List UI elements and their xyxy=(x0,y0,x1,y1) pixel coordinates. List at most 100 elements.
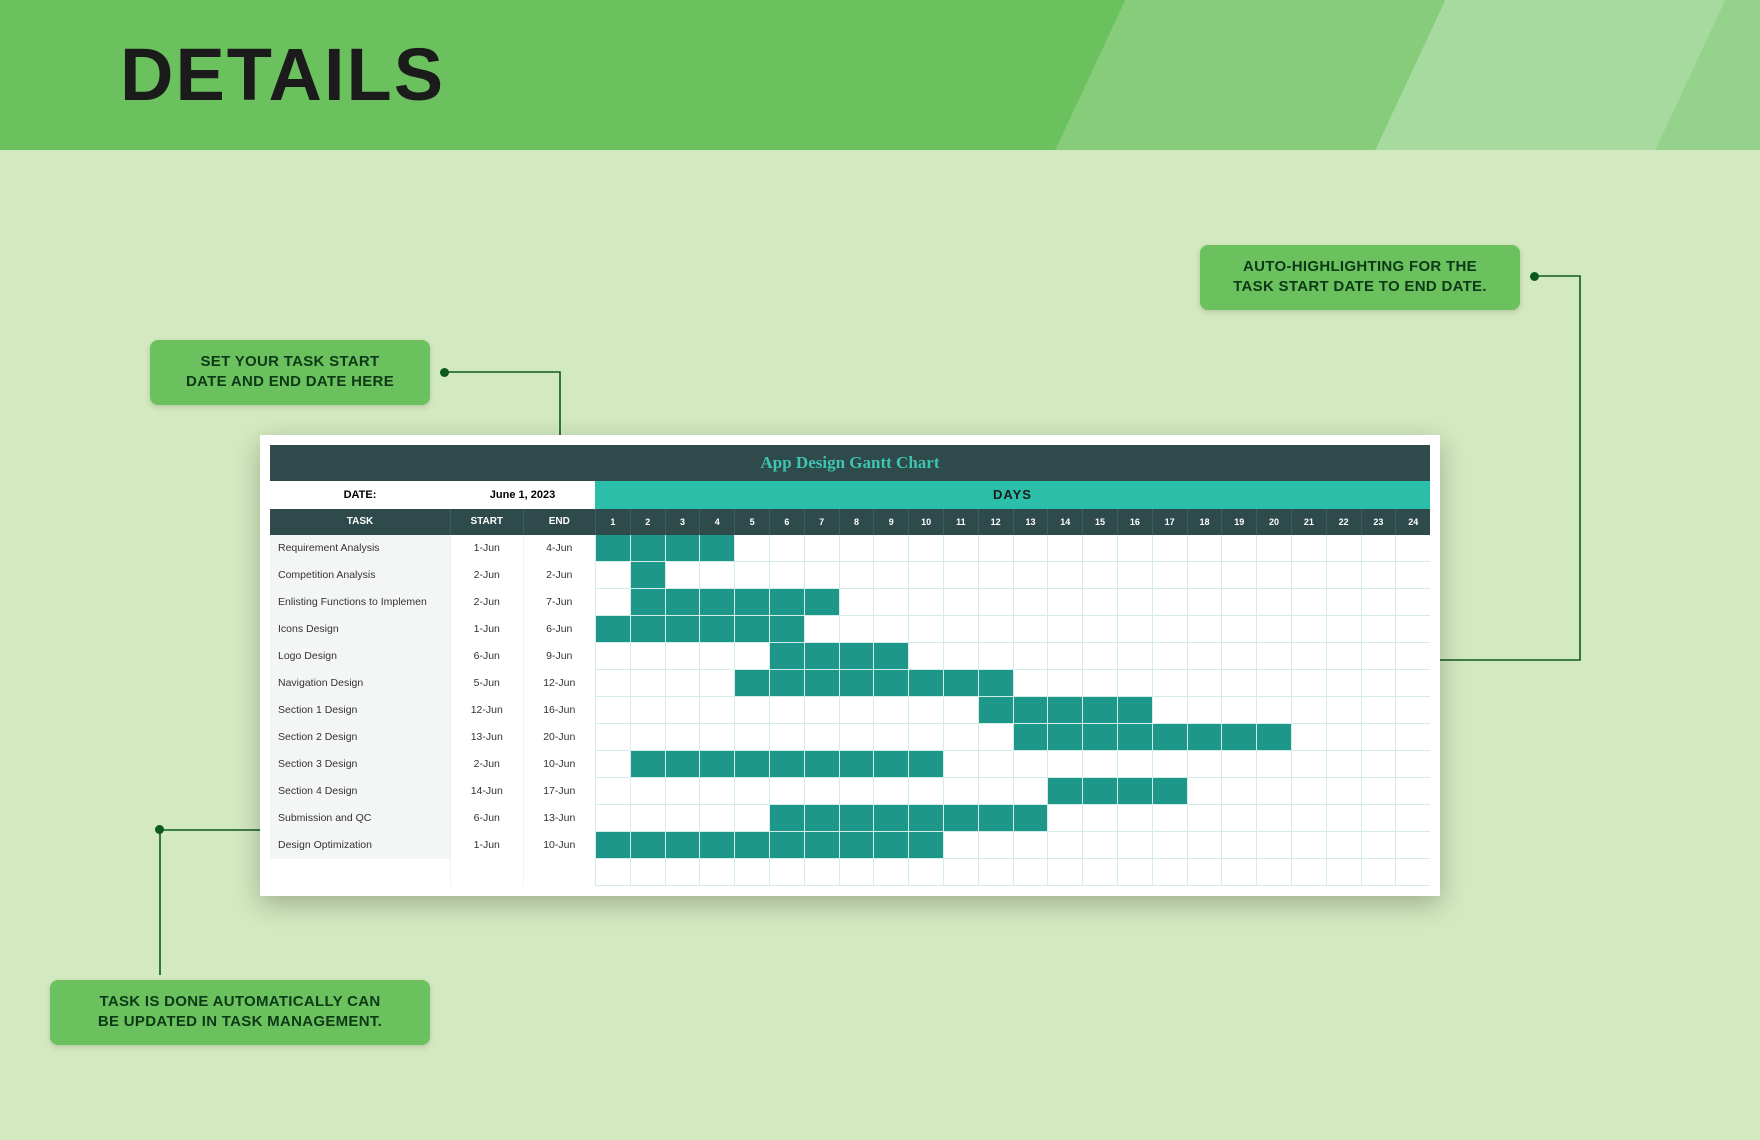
gantt-cell xyxy=(595,616,630,643)
task-end[interactable]: 17-Jun xyxy=(523,778,596,805)
gantt-cell xyxy=(769,859,804,886)
task-row-empty xyxy=(270,859,1430,886)
task-start[interactable]: 2-Jun xyxy=(450,751,523,778)
task-start[interactable]: 14-Jun xyxy=(450,778,523,805)
task-start[interactable]: 6-Jun xyxy=(450,643,523,670)
gantt-cell xyxy=(873,535,908,562)
gantt-cell xyxy=(1013,616,1048,643)
gantt-cell xyxy=(1082,670,1117,697)
task-start[interactable]: 6-Jun xyxy=(450,805,523,832)
task-end[interactable]: 10-Jun xyxy=(523,832,596,859)
task-row: Submission and QC6-Jun13-Jun xyxy=(270,805,1430,832)
task-end[interactable]: 16-Jun xyxy=(523,697,596,724)
gantt-cell xyxy=(1047,670,1082,697)
task-name[interactable]: Navigation Design xyxy=(270,670,450,697)
task-end[interactable]: 10-Jun xyxy=(523,751,596,778)
task-start[interactable]: 13-Jun xyxy=(450,724,523,751)
task-start[interactable]: 5-Jun xyxy=(450,670,523,697)
gantt-cell xyxy=(1047,643,1082,670)
gantt-cell xyxy=(630,805,665,832)
gantt-cell xyxy=(873,805,908,832)
gantt-cell xyxy=(1256,832,1291,859)
gantt-cell xyxy=(699,832,734,859)
gantt-cell xyxy=(1117,616,1152,643)
gantt-cell xyxy=(978,589,1013,616)
gantt-cell xyxy=(1326,535,1361,562)
page-title: DETAILS xyxy=(120,32,445,117)
gantt-cell xyxy=(873,832,908,859)
gantt-cell xyxy=(1117,697,1152,724)
gantt-cell xyxy=(1117,643,1152,670)
gantt-cell xyxy=(1361,535,1396,562)
task-start[interactable]: 2-Jun xyxy=(450,562,523,589)
task-name[interactable]: Icons Design xyxy=(270,616,450,643)
gantt-cell xyxy=(804,535,839,562)
task-end[interactable]: 12-Jun xyxy=(523,670,596,697)
task-end[interactable]: 13-Jun xyxy=(523,805,596,832)
gantt-cell xyxy=(1326,778,1361,805)
day-header-11: 11 xyxy=(943,509,978,535)
gantt-cell xyxy=(978,832,1013,859)
gantt-cell xyxy=(908,562,943,589)
gantt-cell xyxy=(1047,616,1082,643)
gantt-cell xyxy=(665,832,700,859)
task-start[interactable]: 1-Jun xyxy=(450,832,523,859)
task-end[interactable]: 4-Jun xyxy=(523,535,596,562)
date-label: DATE: xyxy=(270,481,450,509)
gantt-cell xyxy=(873,778,908,805)
gantt-cell xyxy=(943,697,978,724)
gantt-cell xyxy=(1082,778,1117,805)
task-end[interactable]: 6-Jun xyxy=(523,616,596,643)
task-name[interactable]: Section 2 Design xyxy=(270,724,450,751)
gantt-cell xyxy=(734,859,769,886)
day-header-1: 1 xyxy=(595,509,630,535)
task-name[interactable]: Section 3 Design xyxy=(270,751,450,778)
gantt-cell xyxy=(1395,643,1430,670)
gantt-cell xyxy=(1152,832,1187,859)
gantt-cell xyxy=(1395,535,1430,562)
gantt-cell xyxy=(804,670,839,697)
gantt-cell xyxy=(630,751,665,778)
gantt-cell xyxy=(804,697,839,724)
gantt-cell xyxy=(978,535,1013,562)
gantt-cell xyxy=(1082,751,1117,778)
task-start[interactable]: 1-Jun xyxy=(450,535,523,562)
date-value[interactable]: June 1, 2023 xyxy=(450,481,595,509)
task-start[interactable]: 1-Jun xyxy=(450,616,523,643)
task-start[interactable]: 2-Jun xyxy=(450,589,523,616)
gantt-cell xyxy=(1187,724,1222,751)
gantt-cell xyxy=(1082,562,1117,589)
gantt-cell xyxy=(908,697,943,724)
task-name[interactable]: Design Optimization xyxy=(270,832,450,859)
task-name[interactable]: Enlisting Functions to Implemen xyxy=(270,589,450,616)
task-name[interactable]: Logo Design xyxy=(270,643,450,670)
gantt-cell xyxy=(804,832,839,859)
day-header-3: 3 xyxy=(665,509,700,535)
gantt-cell xyxy=(595,724,630,751)
gantt-cell xyxy=(1117,724,1152,751)
gantt-cell xyxy=(839,697,874,724)
task-name[interactable]: Requirement Analysis xyxy=(270,535,450,562)
gantt-cell xyxy=(1221,832,1256,859)
gantt-cell xyxy=(1395,562,1430,589)
gantt-cell xyxy=(699,616,734,643)
task-name[interactable]: Competition Analysis xyxy=(270,562,450,589)
gantt-cell xyxy=(630,832,665,859)
callout-dot xyxy=(440,368,449,377)
gantt-cell xyxy=(1221,616,1256,643)
task-name[interactable]: Submission and QC xyxy=(270,805,450,832)
task-end[interactable]: 7-Jun xyxy=(523,589,596,616)
day-header-24: 24 xyxy=(1395,509,1430,535)
task-name[interactable]: Section 1 Design xyxy=(270,697,450,724)
gantt-cell xyxy=(1395,805,1430,832)
gantt-cell xyxy=(665,535,700,562)
task-end[interactable]: 20-Jun xyxy=(523,724,596,751)
task-end[interactable]: 9-Jun xyxy=(523,643,596,670)
gantt-cell xyxy=(595,805,630,832)
day-header-13: 13 xyxy=(1013,509,1048,535)
task-start[interactable]: 12-Jun xyxy=(450,697,523,724)
gantt-cell xyxy=(630,670,665,697)
task-end[interactable]: 2-Jun xyxy=(523,562,596,589)
task-name[interactable]: Section 4 Design xyxy=(270,778,450,805)
gantt-cell xyxy=(699,859,734,886)
